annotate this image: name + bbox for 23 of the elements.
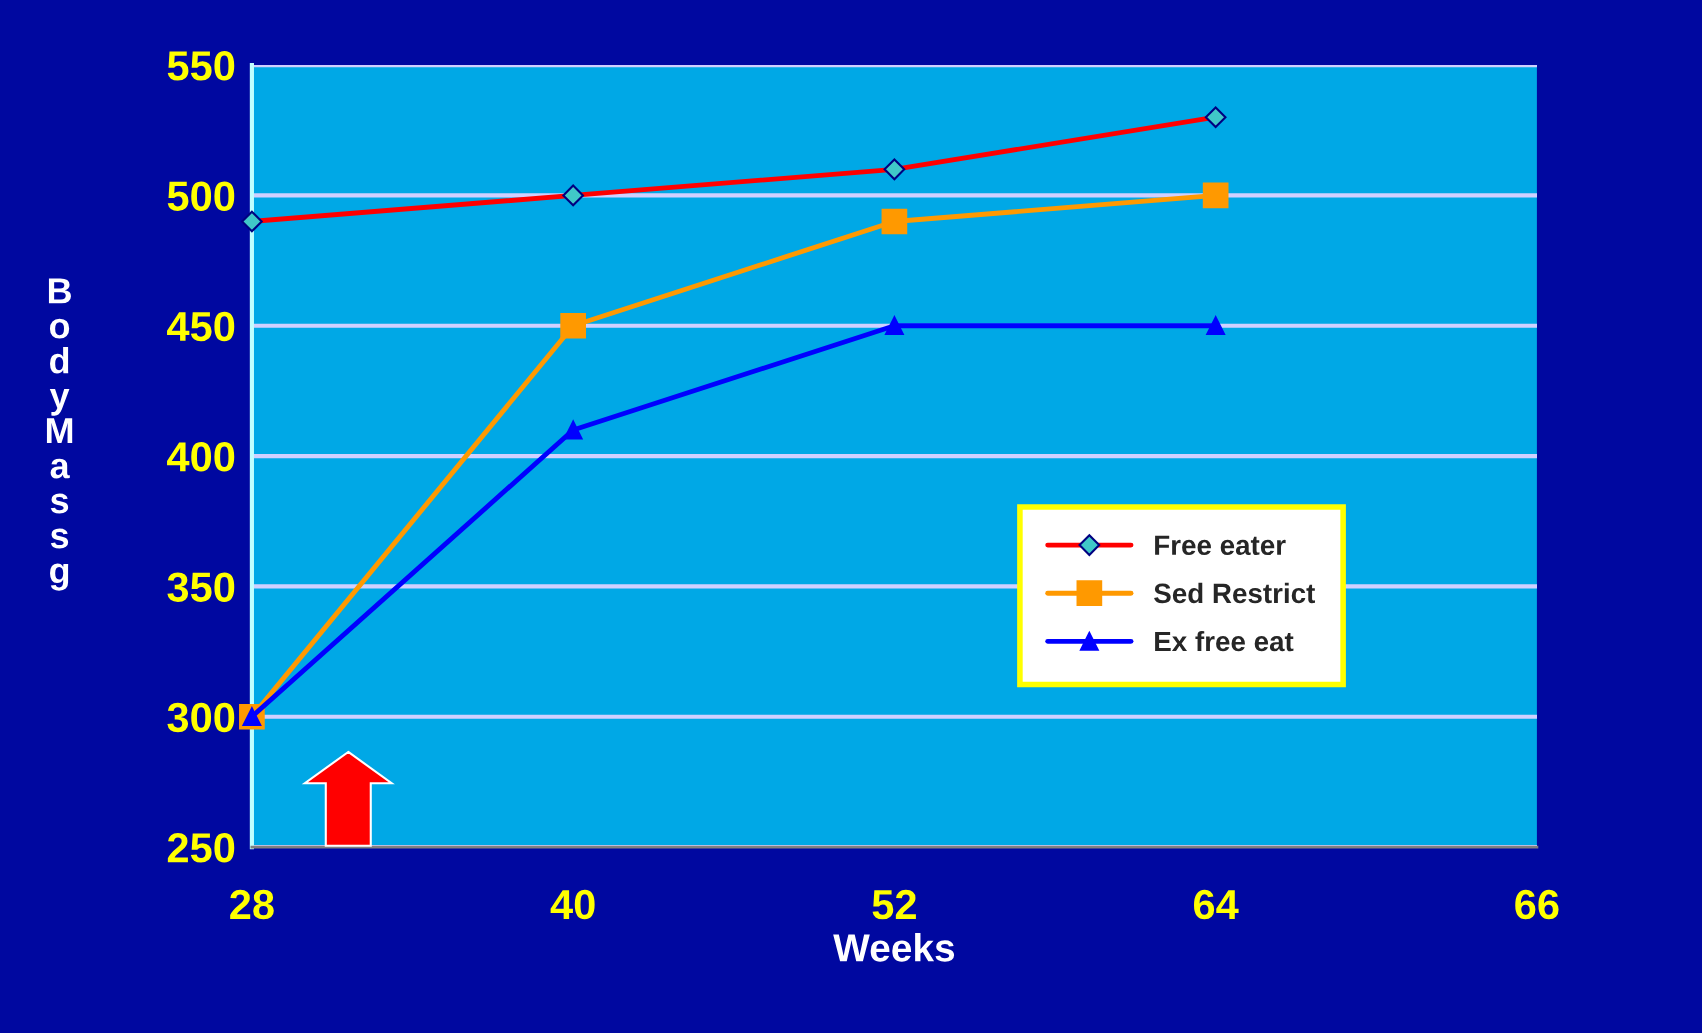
x-tick-label: 28: [230, 889, 274, 920]
x-axis-title: Weeks: [833, 933, 955, 962]
y-tick-label: 550: [167, 51, 235, 81]
y-tick-label: 450: [167, 311, 235, 342]
legend-label: Free eater: [1155, 535, 1286, 556]
y-tick-label: 300: [167, 702, 235, 733]
point: [1206, 316, 1226, 336]
x-tick-label: 64: [1194, 889, 1239, 920]
x-tick-label: 52: [872, 889, 916, 920]
point: [1202, 182, 1229, 209]
y-tick-label: 500: [167, 181, 235, 211]
legend-label: Sed Restrict: [1154, 582, 1316, 604]
y-tick-label: 400: [167, 442, 235, 472]
y-tick-label: 350: [167, 572, 235, 602]
y-tick-label: 250: [167, 833, 235, 863]
text: Body Mass g: [46, 278, 73, 591]
legend-label: Ex free eat: [1155, 630, 1294, 652]
x-tick-label: 40: [550, 889, 595, 920]
point: [560, 312, 586, 339]
point: [563, 420, 583, 440]
x-tick-label: 66: [1515, 889, 1559, 920]
point: [885, 316, 904, 336]
point: [881, 208, 908, 235]
